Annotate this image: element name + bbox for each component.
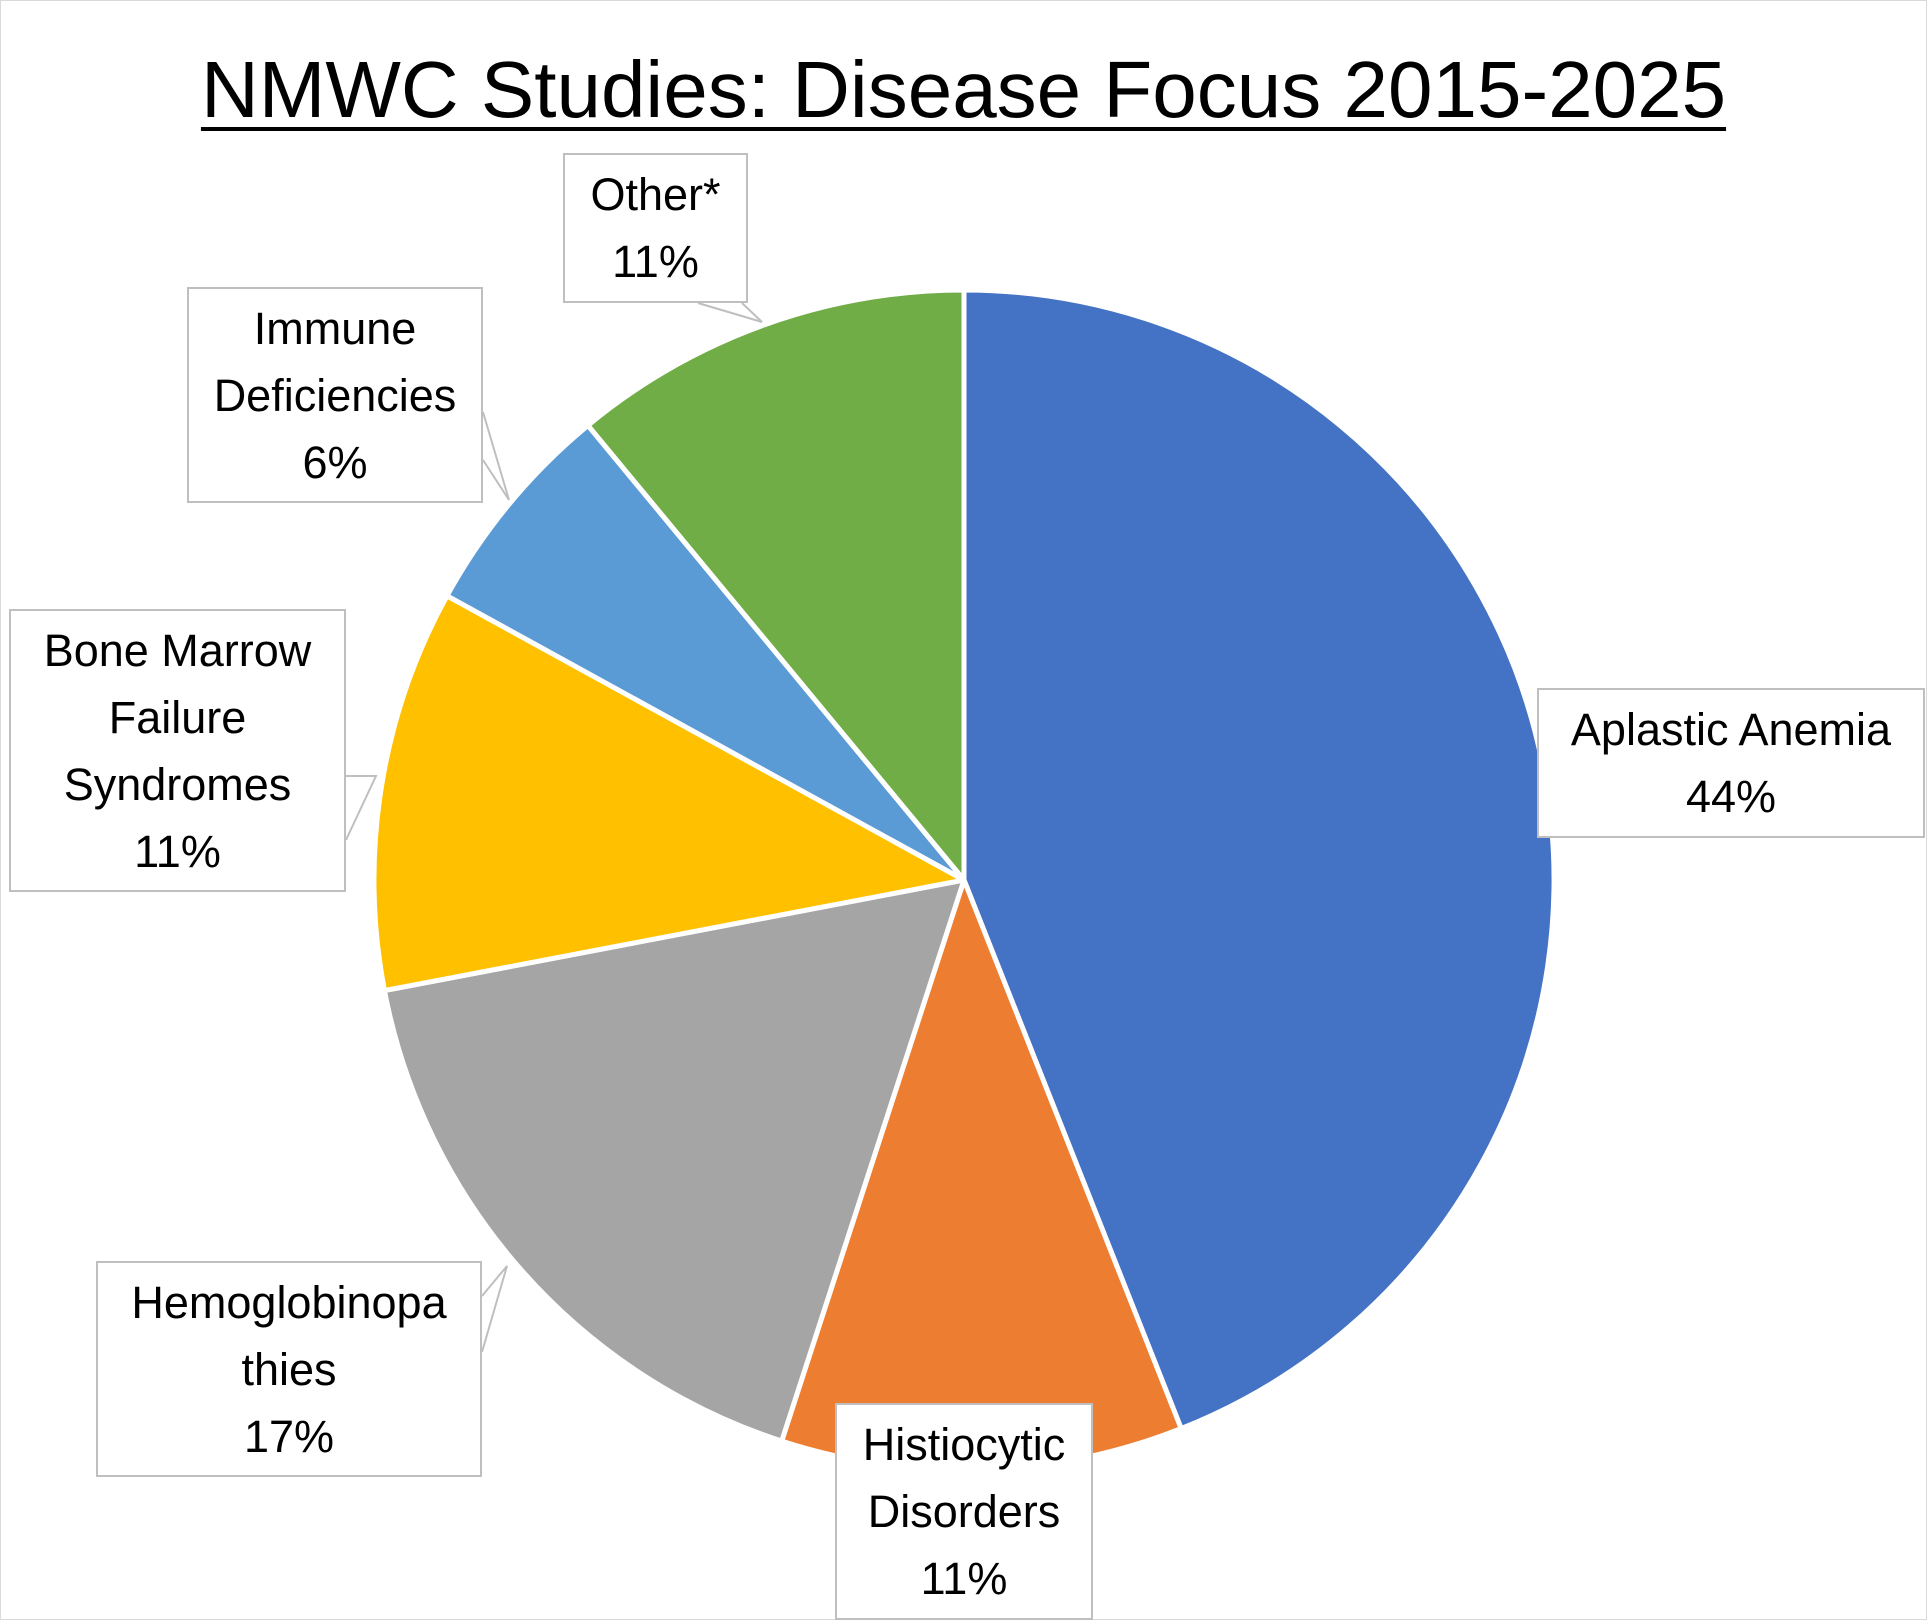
data-label-category: Aplastic Anemia [1570,704,1892,755]
data-label-category: Syndromes [63,758,292,810]
data-label-category: Histiocytic [862,1419,1066,1470]
callout-pointer-3 [481,1265,508,1353]
data-label-category: Disorders [867,1486,1061,1537]
data-label-category: Other* [590,169,721,220]
callout-pointer-4 [345,775,378,841]
data-label-6: Other* 11% [563,153,748,303]
pie-slice-3 [381,877,967,1444]
data-label-category: thies [241,1343,337,1395]
chart-title: NMWC Studies: Disease Focus 2015-2025 [200,45,1727,134]
data-label-value: 44% [1685,771,1777,822]
callout-pointer-5 [482,411,510,501]
data-label-category: Failure [108,691,247,743]
data-label-value: 6% [302,436,368,488]
data-label-1: Aplastic Anemia 44% [1537,688,1925,838]
data-label-category: Hemoglobinopa [131,1276,447,1328]
data-label-value: 17% [243,1410,335,1462]
data-label-value: 11% [134,825,221,877]
data-label-value: 11% [920,1553,1008,1604]
data-label-5: Immune Deficiencies 6% [187,287,483,503]
data-label-category: Deficiencies [213,369,457,421]
data-label-3: Hemoglobinopa thies 17% [96,1261,482,1477]
data-label-4: Bone Marrow Failure Syndromes 11% [9,609,346,892]
data-label-value: 11% [612,236,699,287]
pie-slice-5 [444,422,967,883]
callout-pointer-6 [697,302,763,323]
pie-slice-6 [585,287,967,883]
data-label-category: Bone Marrow [43,624,312,676]
data-label-2: Histiocytic Disorders 11% [835,1403,1093,1620]
pie-slice-4 [371,593,967,994]
data-label-category: Immune [253,302,417,354]
